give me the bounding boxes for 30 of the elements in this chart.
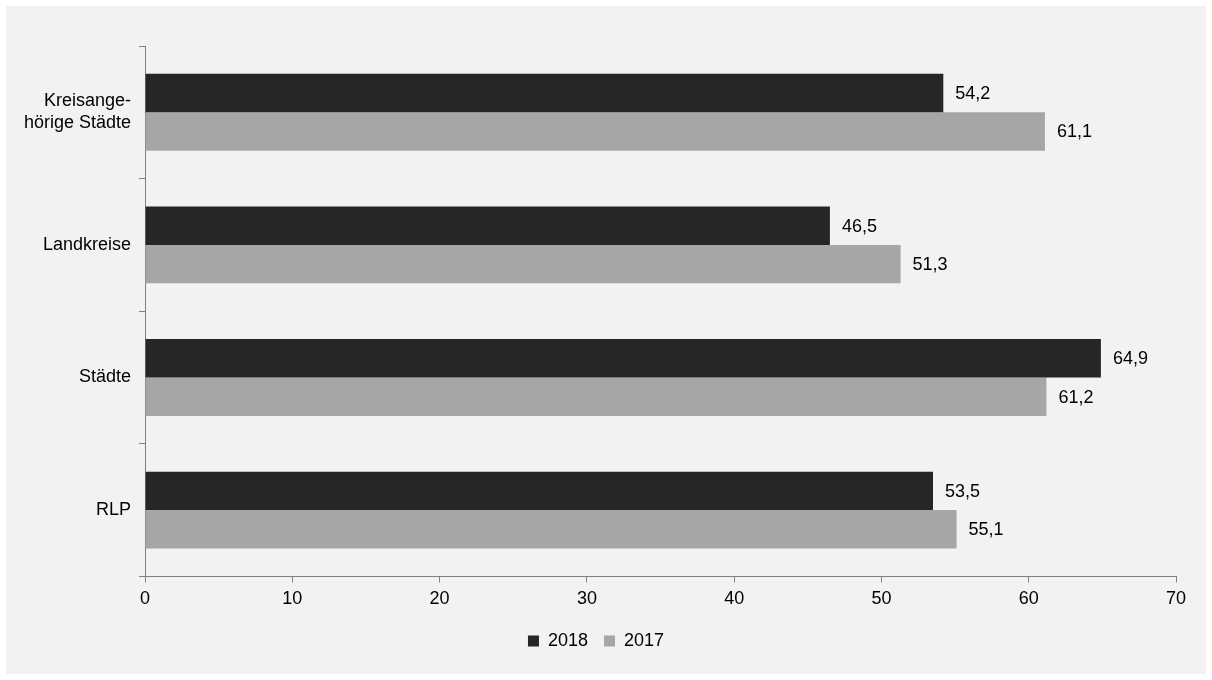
x-tick-label: 0: [140, 588, 151, 609]
x-tick-label: 60: [1018, 588, 1039, 609]
data-label: 61,2: [1058, 386, 1094, 407]
data-label: 54,2: [955, 83, 991, 104]
y-tick-label: Kreisange-hörige Städte: [24, 90, 132, 133]
bar: [145, 112, 1045, 151]
legend-label: 2018: [547, 629, 588, 650]
bar: [145, 510, 957, 549]
data-label: 64,9: [1112, 348, 1148, 369]
bar: [145, 339, 1101, 378]
x-tick-label: 30: [576, 588, 597, 609]
y-tick-label: RLP: [96, 499, 132, 520]
y-tick-label: Landkreise: [43, 233, 132, 254]
data-label: 61,1: [1056, 121, 1092, 142]
bar: [145, 206, 830, 245]
data-label: 55,1: [968, 519, 1004, 540]
bar: [145, 471, 933, 511]
x-tick-label: 10: [282, 588, 303, 609]
x-tick-label: 50: [871, 588, 892, 609]
legend-label: 2017: [624, 629, 665, 650]
x-tick-label: 40: [724, 588, 745, 609]
data-label: 46,5: [841, 215, 877, 236]
data-label: 53,5: [945, 480, 981, 501]
bar: [145, 73, 944, 113]
x-tick-label: 70: [1165, 588, 1187, 609]
y-tick-label: Städte: [79, 366, 132, 387]
bar: [145, 244, 901, 284]
data-label: 51,3: [912, 254, 948, 275]
x-tick-label: 20: [429, 588, 450, 609]
bar: [145, 377, 1047, 416]
